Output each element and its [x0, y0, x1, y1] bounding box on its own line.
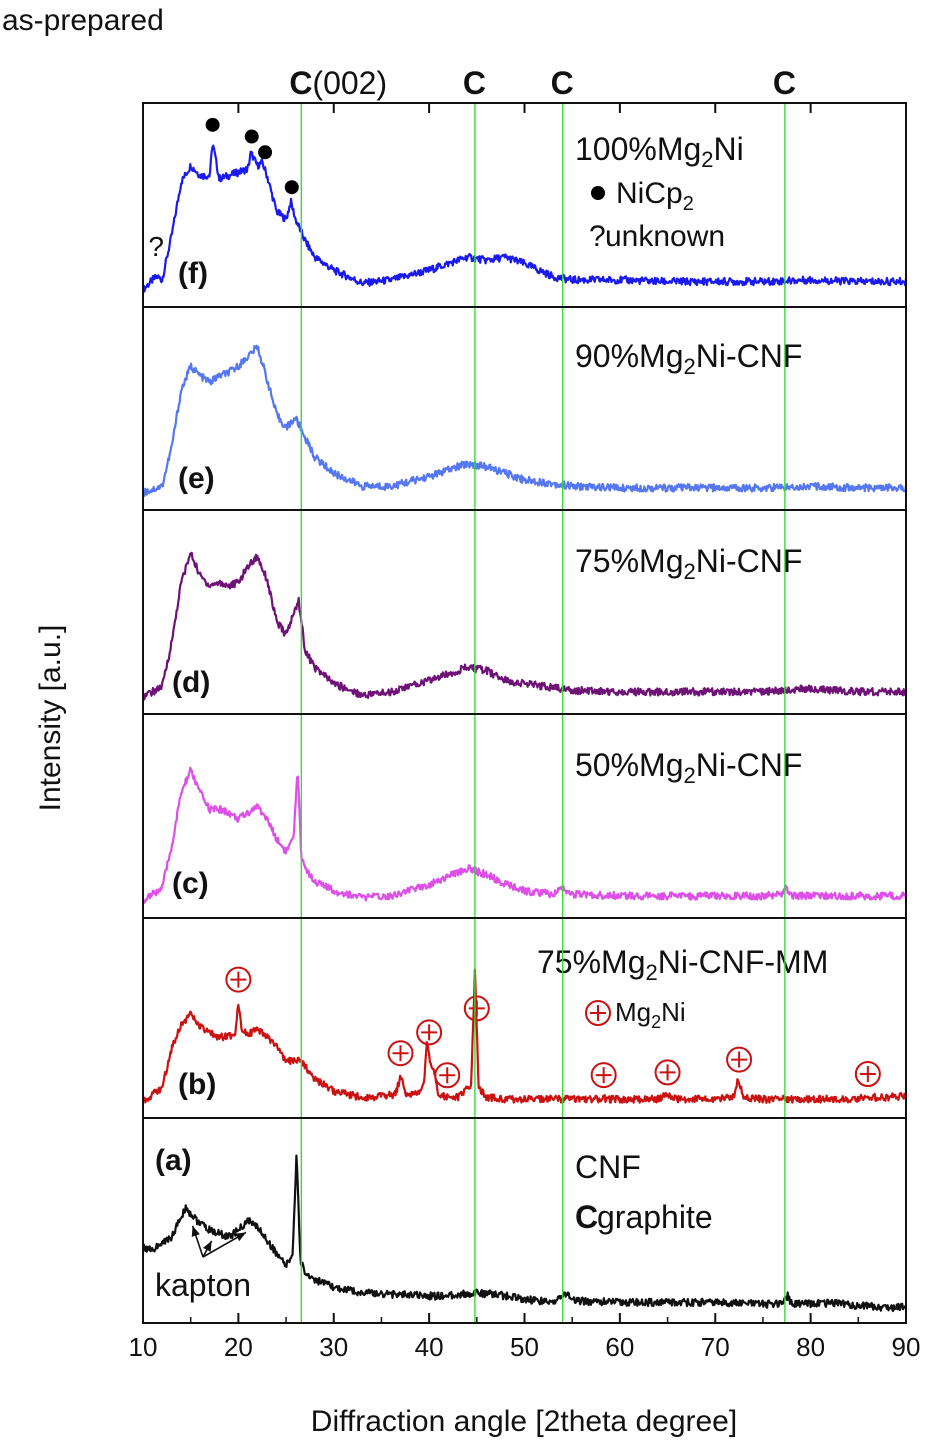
panel-d: (d) 75%Mg2Ni-CNF: [142, 543, 907, 701]
x-tick-label: 90: [892, 1332, 921, 1362]
x-axis-label: Diffraction angle [2theta degree]: [311, 1405, 737, 1438]
peak-mg2ni-marker: [225, 966, 252, 993]
legend-question-icon: ?: [589, 220, 606, 253]
peak-mg2ni-marker: [434, 1062, 461, 1089]
peak-mg2ni-marker: [416, 1019, 443, 1046]
kapton-annotation: kapton: [155, 1267, 251, 1303]
panel-tag-d: (d): [172, 666, 210, 699]
legend-unknown: unknown: [605, 220, 725, 253]
legend-mg2ni: Mg2Ni: [615, 997, 686, 1032]
peak-mg2ni-marker-cross: [439, 1067, 456, 1084]
panel-tag-e: (e): [178, 462, 215, 495]
x-tick-label: 40: [415, 1332, 444, 1362]
peak-dot-marker: [244, 129, 259, 144]
peak-mg2ni-marker: [854, 1061, 881, 1087]
legend-mg2ni-icon: [585, 1000, 611, 1026]
reference-label: C: [463, 65, 486, 101]
figure-header: as-prepared: [2, 4, 164, 37]
sample-label-e: 90%Mg2Ni-CNF: [575, 338, 802, 379]
reference-label: C(002): [289, 65, 387, 101]
legend-dot-icon: [591, 186, 605, 200]
graphite-legend-text: graphite: [597, 1199, 713, 1235]
panel-f: (f) 100%Mg2Ni NiCp2? unknown?: [141, 117, 908, 294]
kapton-arrow-head: [191, 1225, 200, 1237]
legend-nicp2: NiCp2: [616, 177, 694, 215]
legend-mg2ni-icon-cross: [590, 1005, 606, 1021]
panel-b: (b) 75%Mg2Ni-CNF-MM Mg2Ni: [142, 944, 907, 1104]
x-tick-label: 80: [796, 1332, 825, 1362]
panel-tag-a: (a): [155, 1144, 192, 1177]
x-tick-label: 20: [224, 1332, 253, 1362]
peak-dot-marker: [205, 117, 220, 132]
peak-mg2ni-marker: [654, 1059, 681, 1086]
panel-tag-b: (b): [178, 1068, 216, 1101]
peak-mg2ni-marker: [463, 995, 490, 1022]
peak-unknown-marker: ?: [148, 231, 164, 262]
series-line-e: [142, 344, 908, 497]
graphite-legend-bold: C: [575, 1199, 598, 1235]
panel-tag-c: (c): [172, 867, 209, 900]
series-line-d: [142, 551, 907, 701]
series-line-f: [141, 144, 908, 294]
x-tick-label: 50: [510, 1332, 539, 1362]
sample-label-d: 75%Mg2Ni-CNF: [575, 543, 802, 584]
peak-mg2ni-marker-cross: [595, 1067, 612, 1084]
peak-dot-marker: [284, 180, 299, 195]
reference-label: C: [551, 65, 574, 101]
x-tick-label: 10: [129, 1332, 158, 1362]
peak-mg2ni-marker-cross: [230, 971, 247, 988]
x-tick-label: 30: [319, 1332, 348, 1362]
sample-label-b: 75%Mg2Ni-CNF-MM: [537, 944, 828, 985]
peak-mg2ni-marker-cross: [392, 1045, 409, 1062]
series-line-b: [142, 968, 907, 1104]
peak-mg2ni-marker: [590, 1062, 617, 1089]
x-tick-label: 70: [701, 1332, 730, 1362]
y-axis-label: Intensity [a.u.]: [34, 625, 67, 812]
series-line-a: [141, 1154, 907, 1313]
peak-mg2ni-marker-cross: [731, 1051, 748, 1068]
x-tick-label: 60: [605, 1332, 634, 1362]
peak-mg2ni-marker-cross: [859, 1066, 876, 1082]
series-line-c: [141, 766, 908, 904]
sample-label-f: 100%Mg2Ni: [575, 131, 744, 172]
x-axis: 10 20 30 40 50 60 70 80 90: [129, 103, 921, 1362]
peak-dot-marker: [258, 145, 273, 160]
peak-mg2ni-marker: [726, 1046, 753, 1073]
reference-label: C: [773, 65, 796, 101]
sample-label-c: 50%Mg2Ni-CNF: [575, 747, 802, 788]
panel-c: (c) 50%Mg2Ni-CNF: [141, 747, 908, 904]
sample-label-a: CNF: [575, 1149, 641, 1185]
panel-e: (e) 90%Mg2Ni-CNF: [142, 338, 908, 497]
peak-mg2ni-marker-cross: [659, 1064, 676, 1081]
panel-a: (a) CNF C graphite kapton: [141, 1144, 907, 1313]
kapton-arrow-head: [203, 1240, 212, 1252]
peak-mg2ni-marker-cross: [421, 1024, 438, 1041]
peak-mg2ni-marker-cross: [468, 1000, 485, 1017]
kapton-arrow-head: [235, 1232, 247, 1242]
panel-tag-f: (f): [178, 257, 208, 290]
peak-mg2ni-marker: [387, 1040, 414, 1067]
plot-frame: [142, 102, 907, 1324]
panels: (f) 100%Mg2Ni NiCp2? unknown? (e) 90%Mg2Ni-C…: [141, 117, 908, 1313]
